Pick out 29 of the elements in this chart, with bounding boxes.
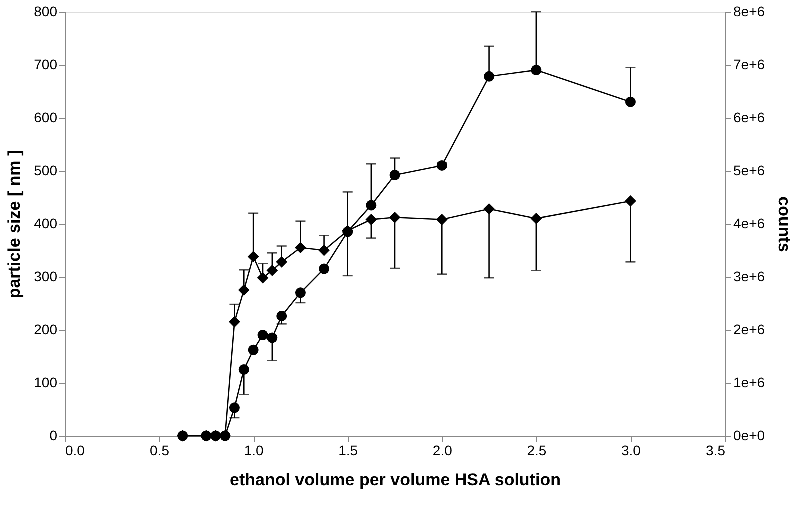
y2-tick-label: 2e+6 — [734, 322, 766, 338]
x-tick-label: 3.5 — [706, 442, 726, 458]
y-tick-label: 500 — [34, 162, 58, 178]
x-tick-label: 0.5 — [150, 442, 170, 458]
y-tick-label: 100 — [34, 374, 58, 390]
y-tick-label: 400 — [34, 216, 58, 232]
x-tick-label: 2.0 — [432, 442, 453, 458]
y2-tick-label: 0e+0 — [734, 428, 766, 444]
y2-tick-label: 7e+6 — [734, 56, 766, 72]
y-tick-label: 200 — [34, 322, 58, 338]
y-tick-label: 700 — [34, 56, 58, 72]
x-tick-label: 2.5 — [527, 442, 547, 458]
y2-tick-label: 5e+6 — [734, 162, 766, 178]
y2-tick-label: 4e+6 — [734, 216, 766, 232]
y-axis-title: particle size [ nm ] — [5, 150, 24, 299]
x-axis-title: ethanol volume per volume HSA solution — [230, 470, 561, 490]
y2-tick-label: 6e+6 — [734, 110, 766, 126]
x-tick-label: 1.0 — [244, 442, 264, 458]
y2-tick-label: 8e+6 — [734, 4, 766, 20]
y2-tick-label: 1e+6 — [734, 374, 766, 390]
y-tick-label: 800 — [34, 4, 58, 20]
x-tick-label: 3.0 — [621, 442, 642, 458]
y-tick-label: 0 — [50, 428, 58, 444]
x-tick-label: 1.5 — [338, 442, 358, 458]
y2-axis-title: counts — [775, 196, 794, 252]
y-tick-label: 600 — [34, 110, 58, 126]
y2-tick-label: 3e+6 — [734, 268, 766, 284]
x-tick-label: 0.0 — [66, 442, 86, 458]
y-tick-label: 300 — [34, 268, 58, 284]
